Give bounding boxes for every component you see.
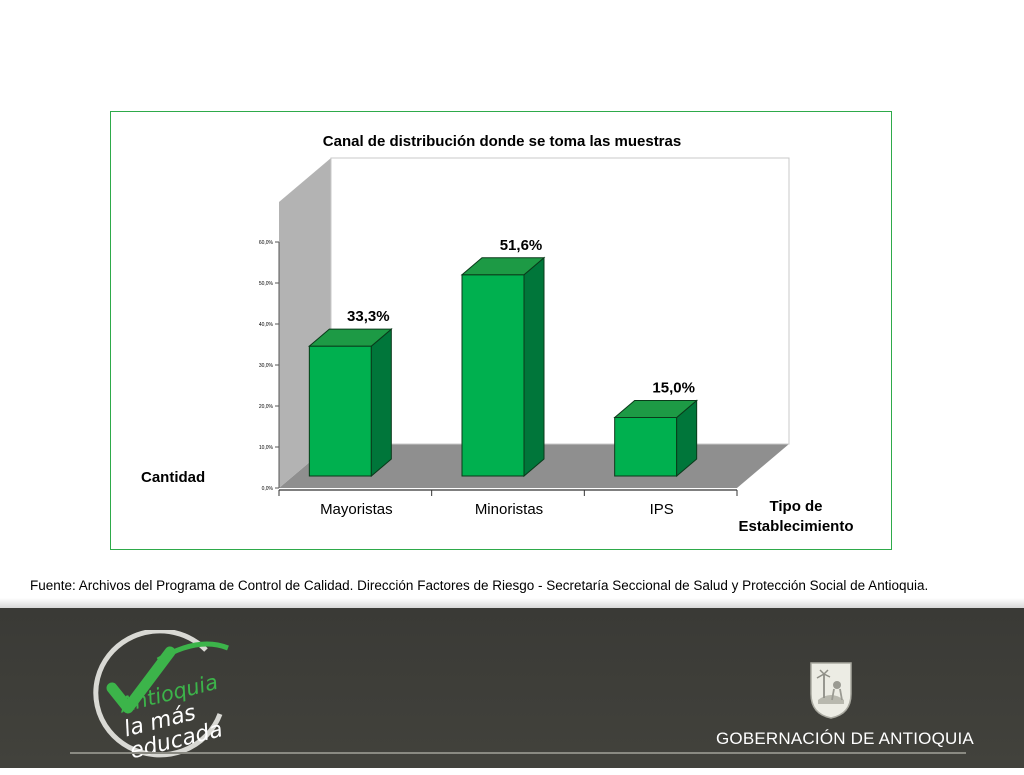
bar-front bbox=[614, 417, 678, 477]
x-axis-title: Tipo de Establecimiento bbox=[738, 498, 853, 535]
government-name: GOBERNACIÓN DE ANTIOQUIA bbox=[716, 729, 974, 748]
chart-title: Canal de distribución donde se toma las … bbox=[323, 133, 681, 150]
bar-side bbox=[370, 328, 392, 478]
source-note: Fuente: Archivos del Programa de Control… bbox=[30, 578, 929, 593]
chart-frame: Canal de distribución donde se toma las … bbox=[110, 111, 892, 550]
antioquia-educada-logo: Antioquia la más educada bbox=[88, 628, 238, 770]
y-tick-label: 10,0% bbox=[259, 445, 274, 451]
bar-1 bbox=[307, 328, 393, 478]
footer-banner: Antioquia la más educada GOBERNACIÓN DE … bbox=[0, 608, 1024, 768]
category-label: Minoristas bbox=[475, 501, 543, 518]
y-tick-label: 30,0% bbox=[259, 363, 274, 369]
y-axis-title: Cantidad bbox=[141, 469, 205, 486]
bar-top bbox=[613, 400, 699, 418]
y-tick-label: 50,0% bbox=[259, 281, 274, 287]
category-label: Mayoristas bbox=[320, 501, 393, 518]
x-axis-title-line-2: Establecimiento bbox=[738, 518, 853, 535]
y-tick-label: 40,0% bbox=[259, 322, 274, 328]
bar-front bbox=[461, 274, 525, 477]
coat-of-arms-icon bbox=[810, 662, 852, 719]
bar-top bbox=[460, 257, 546, 276]
x-axis-title-line-1: Tipo de bbox=[769, 498, 822, 515]
category-label: IPS bbox=[650, 501, 674, 518]
bar-side bbox=[523, 256, 545, 478]
y-tick-label: 60,0% bbox=[259, 240, 274, 246]
bar-chart: Canal de distribución donde se toma las … bbox=[141, 133, 854, 535]
data-label: 33,3% bbox=[347, 308, 390, 325]
data-label: 51,6% bbox=[500, 237, 543, 254]
chart-back-wall bbox=[330, 157, 790, 445]
footer-divider bbox=[70, 752, 966, 754]
bar-3 bbox=[613, 399, 699, 478]
bar-front bbox=[308, 345, 372, 477]
y-tick-label: 0,0% bbox=[262, 486, 274, 492]
y-tick-label: 20,0% bbox=[259, 404, 274, 410]
bar-top bbox=[307, 328, 393, 347]
data-label: 15,0% bbox=[652, 380, 695, 397]
checkmark-circle-icon bbox=[93, 628, 229, 758]
bar-2 bbox=[460, 256, 546, 478]
